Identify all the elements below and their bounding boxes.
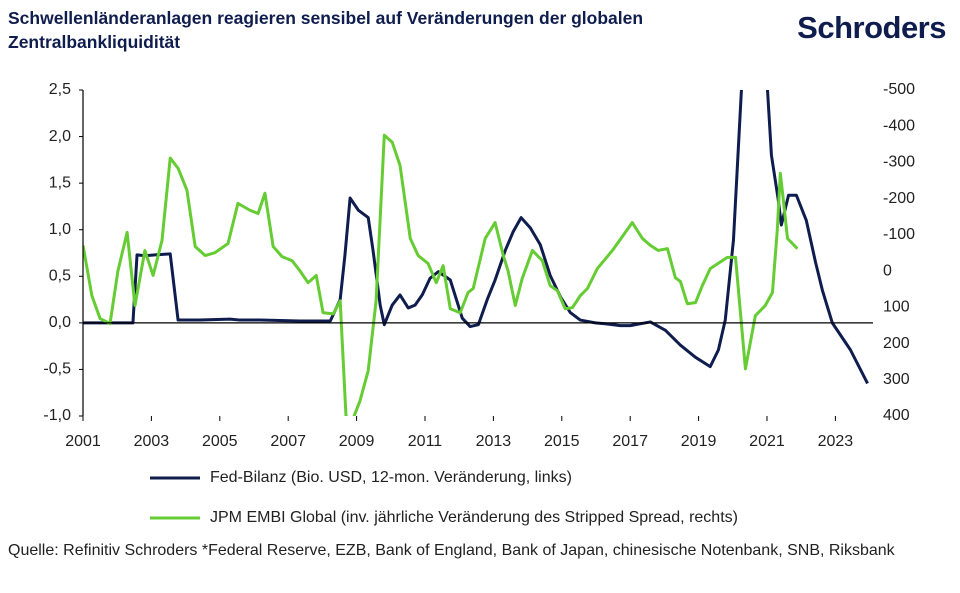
y2-tick-label: -200 <box>883 190 915 207</box>
x-tick-label: 2019 <box>681 433 717 450</box>
x-tick-label: 2007 <box>270 433 306 450</box>
y2-tick-label: -400 <box>883 117 915 134</box>
series-line <box>83 90 869 385</box>
y-tick-label: 0,5 <box>49 268 71 285</box>
y2-tick-label: 200 <box>883 335 910 352</box>
y-tick-label: -0,5 <box>43 361 71 378</box>
source-note: Quelle: Refinitiv Schroders *Federal Res… <box>8 542 895 559</box>
x-tick-label: 2023 <box>818 433 854 450</box>
x-tick-label: 2017 <box>612 433 648 450</box>
series-line <box>83 133 799 416</box>
y-tick-label: 2,5 <box>49 81 71 98</box>
x-tick-label: 2013 <box>476 433 512 450</box>
x-tick-label: 2005 <box>202 433 238 450</box>
y2-tick-label: 100 <box>883 299 910 316</box>
chart-title: Schwellenländeranlagen reagieren sensibe… <box>8 8 644 52</box>
y-tick-label: 1,0 <box>49 221 71 238</box>
x-tick-label: 2021 <box>749 433 785 450</box>
x-tick-label: 2003 <box>134 433 170 450</box>
x-tick-label: 2011 <box>408 433 443 450</box>
y2-tick-label: 0 <box>883 262 892 279</box>
y2-tick-label: -300 <box>883 154 915 171</box>
legend-label: JPM EMBI Global (inv. jährliche Veränder… <box>210 509 738 526</box>
logo: Schroders <box>797 10 946 45</box>
y-tick-label: 0,0 <box>49 314 71 331</box>
x-tick-label: 2009 <box>339 433 375 450</box>
y2-tick-label: 400 <box>883 407 910 424</box>
y2-tick-label: 300 <box>883 371 910 388</box>
plot-area <box>83 90 869 416</box>
y-tick-label: 1,5 <box>49 174 71 191</box>
x-tick-label: 2015 <box>544 433 580 450</box>
y2-tick-label: -100 <box>883 226 915 243</box>
legend-label: Fed-Bilanz (Bio. USD, 12-mon. Veränderun… <box>210 469 572 486</box>
x-tick-label: 2001 <box>65 433 101 450</box>
y-tick-label: 2,0 <box>49 128 71 145</box>
y2-tick-label: -500 <box>883 81 915 98</box>
y-tick-label: -1,0 <box>43 407 71 424</box>
